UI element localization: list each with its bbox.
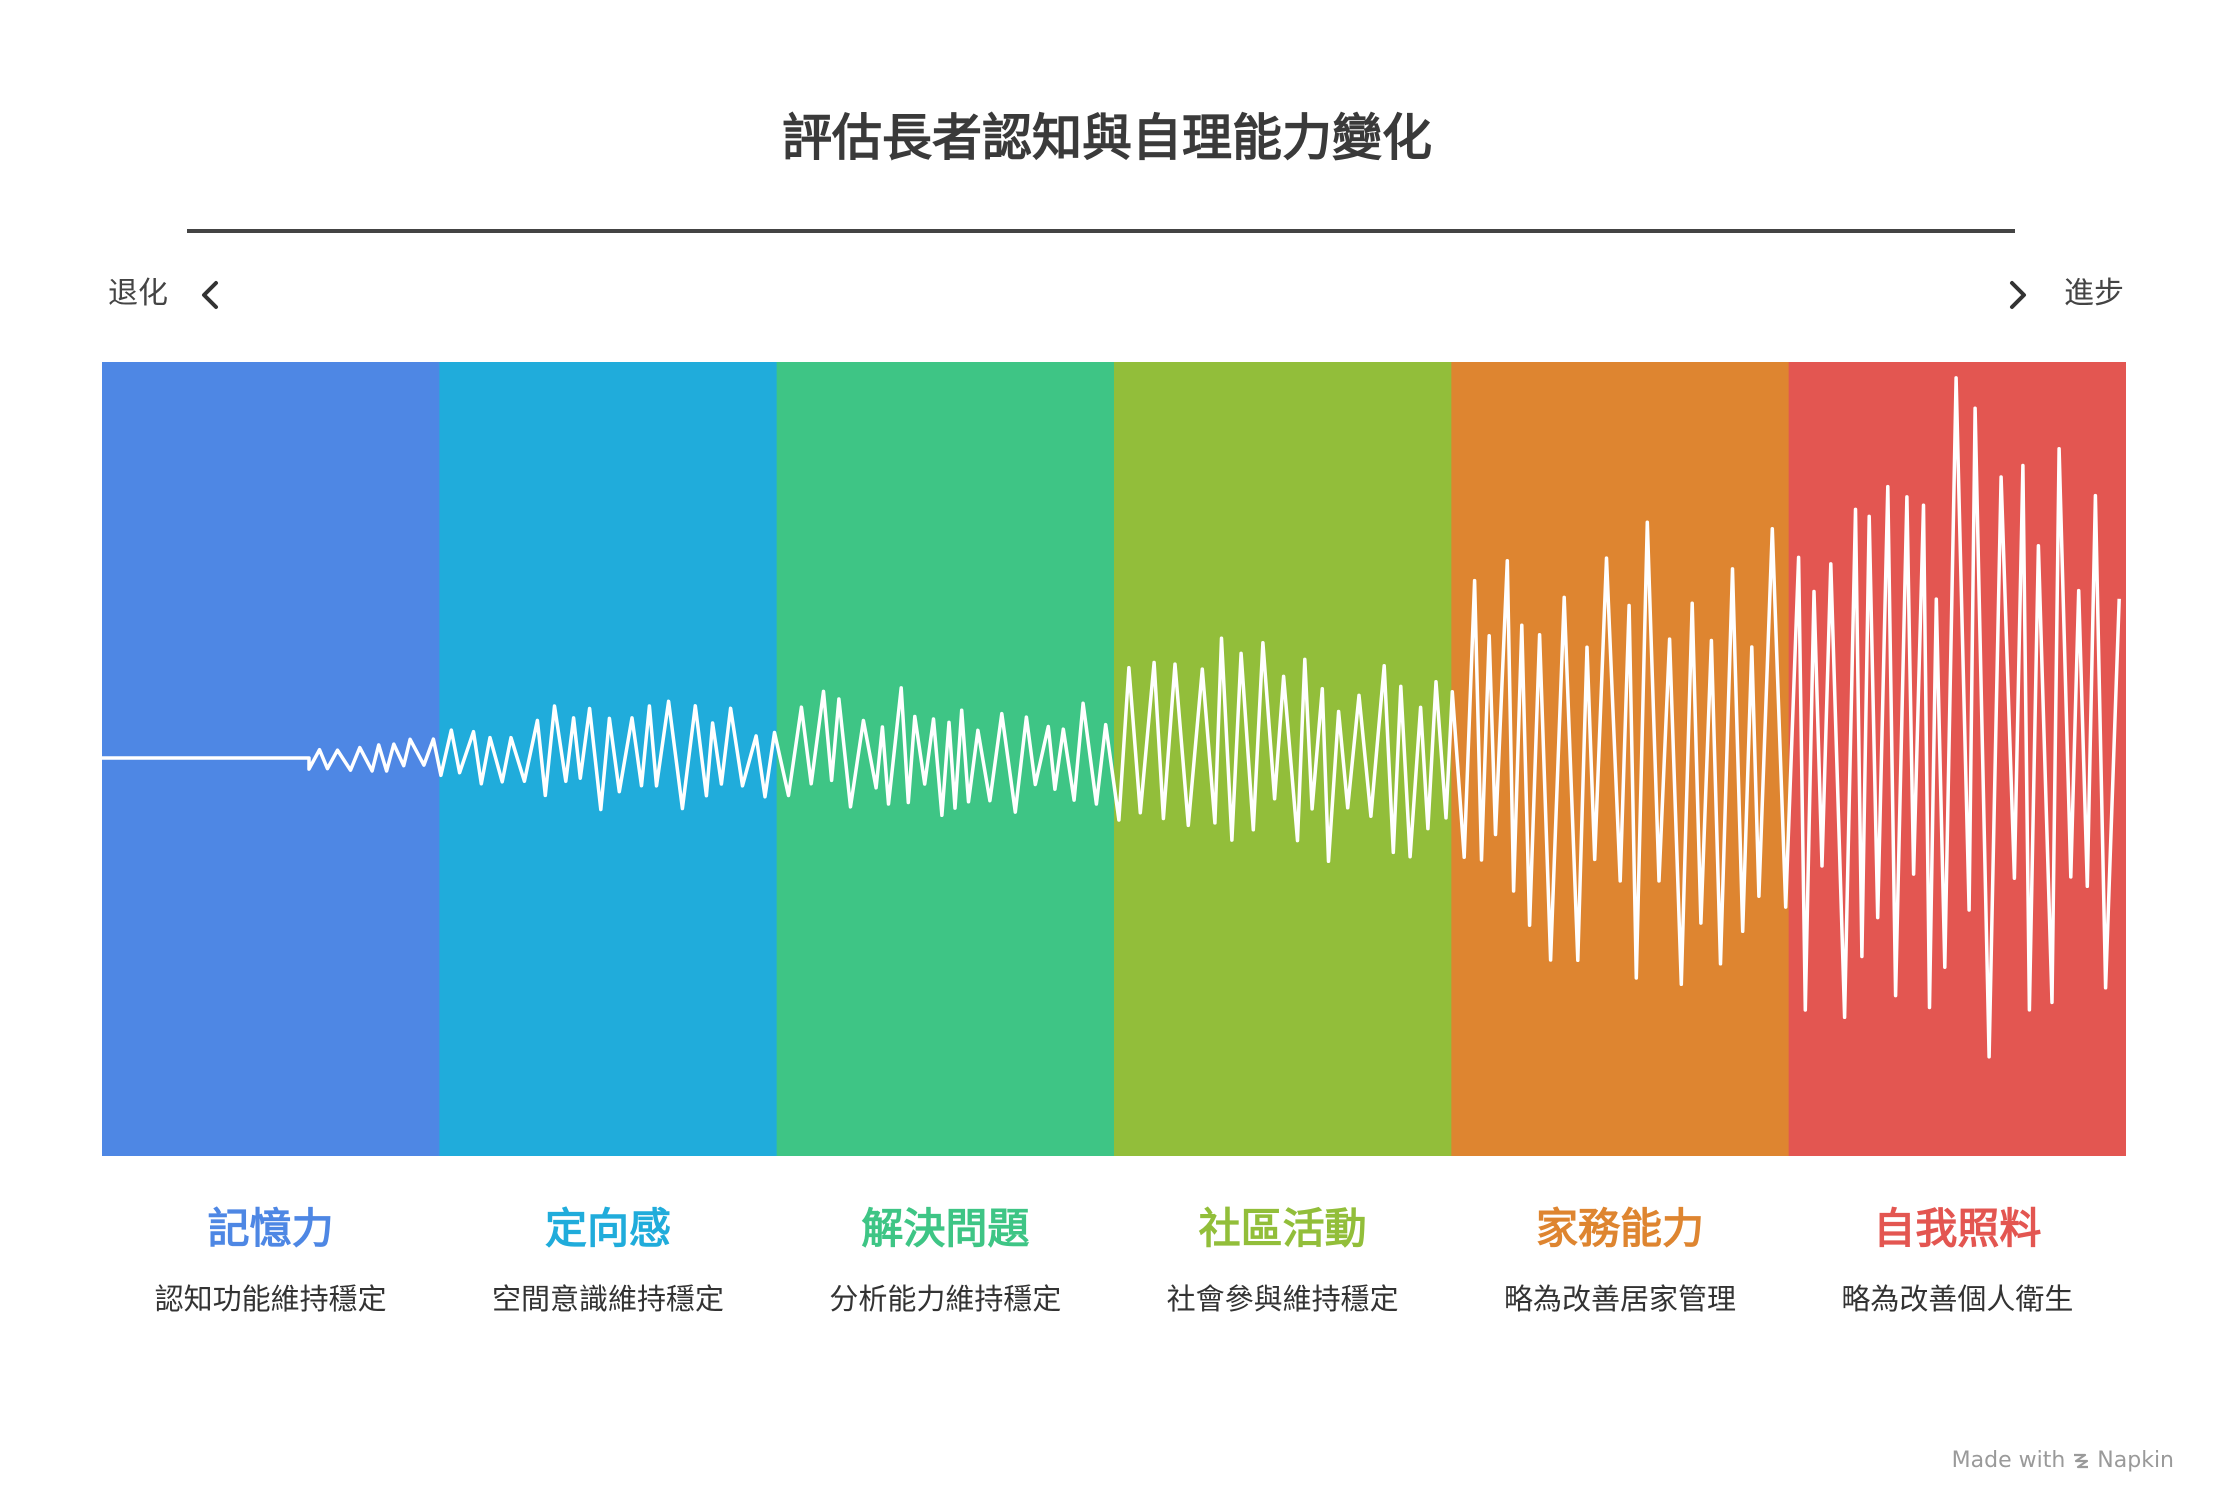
stage-desc-4: 社會參與維持穩定 [1166, 1282, 1399, 1316]
watermark: Made with Napkin [1952, 1448, 2174, 1473]
signal-chart [102, 362, 2126, 1156]
title-divider [187, 229, 2015, 233]
stage-band-2 [439, 362, 778, 1156]
stage-label-4: 社區活動 [1198, 1204, 1367, 1253]
signal-waveform [102, 376, 2121, 1059]
chevron-right-icon [2010, 281, 2026, 309]
stage-label-1: 記憶力 [207, 1204, 334, 1253]
signal-panel [102, 362, 2126, 1156]
page-title: 評估長者認知與自理能力變化 [782, 109, 1432, 167]
stage-label-6: 自我照料 [1873, 1204, 2042, 1253]
stage-label-3: 解決問題 [861, 1204, 1030, 1253]
progress-label: 進步 [2064, 276, 2124, 311]
stage-band-4 [1114, 362, 1452, 1156]
napkin-logo-icon [2074, 1453, 2089, 1468]
chevron-left-icon [202, 281, 218, 309]
decline-label: 退化 [108, 276, 168, 311]
stage-label-5: 家務能力 [1535, 1204, 1704, 1253]
stage-desc-3: 分析能力維持穩定 [829, 1282, 1062, 1316]
watermark-text: Made with [1951, 1448, 2066, 1473]
stage-desc-1: 認知功能維持穩定 [154, 1282, 387, 1316]
stage-desc-5: 略為改善居家管理 [1503, 1282, 1736, 1316]
stage-desc-6: 略為改善個人衛生 [1841, 1282, 2074, 1316]
watermark-brand: Napkin [2097, 1448, 2174, 1473]
stage-band-5 [1451, 362, 1790, 1156]
stage-desc-2: 空間意識維持穩定 [491, 1282, 724, 1316]
stage-label-2: 定向感 [544, 1204, 671, 1253]
